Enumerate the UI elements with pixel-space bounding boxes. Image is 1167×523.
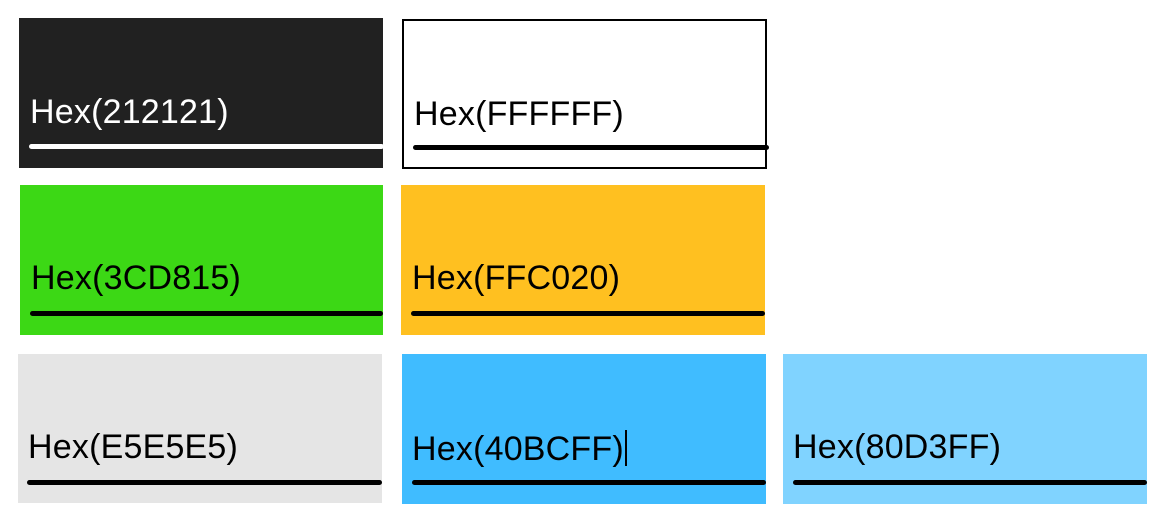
swatch-ffffff[interactable]: Hex(FFFFFF) <box>402 19 769 169</box>
input-underline <box>27 480 382 485</box>
swatch-label-text: Hex(40BCFF) <box>412 430 624 468</box>
swatch-label[interactable]: Hex(E5E5E5) <box>28 428 239 466</box>
text-cursor <box>624 430 627 466</box>
input-underline <box>793 480 1147 485</box>
swatch-label[interactable]: Hex(80D3FF) <box>793 428 1002 466</box>
swatch-ffc020[interactable]: Hex(FFC020) <box>401 185 765 335</box>
input-underline <box>411 311 765 316</box>
swatch-3cd815[interactable]: Hex(3CD815) <box>20 185 383 335</box>
swatch-label[interactable]: Hex(3CD815) <box>31 259 242 297</box>
input-underline <box>29 144 384 149</box>
input-underline <box>30 311 383 316</box>
input-underline <box>413 145 769 150</box>
swatch-label[interactable]: Hex(FFC020) <box>412 259 621 297</box>
swatch-label[interactable]: Hex(212121) <box>30 93 229 131</box>
swatch-80d3ff[interactable]: Hex(80D3FF) <box>783 354 1147 504</box>
swatch-40bcff[interactable]: Hex(40BCFF) <box>402 354 766 504</box>
swatch-label[interactable]: Hex(40BCFF) <box>412 430 627 466</box>
swatch-label[interactable]: Hex(FFFFFF) <box>414 95 624 133</box>
swatch-e5e5e5[interactable]: Hex(E5E5E5) <box>18 354 382 503</box>
input-underline <box>412 480 766 485</box>
swatch-212121[interactable]: Hex(212121) <box>19 18 384 168</box>
